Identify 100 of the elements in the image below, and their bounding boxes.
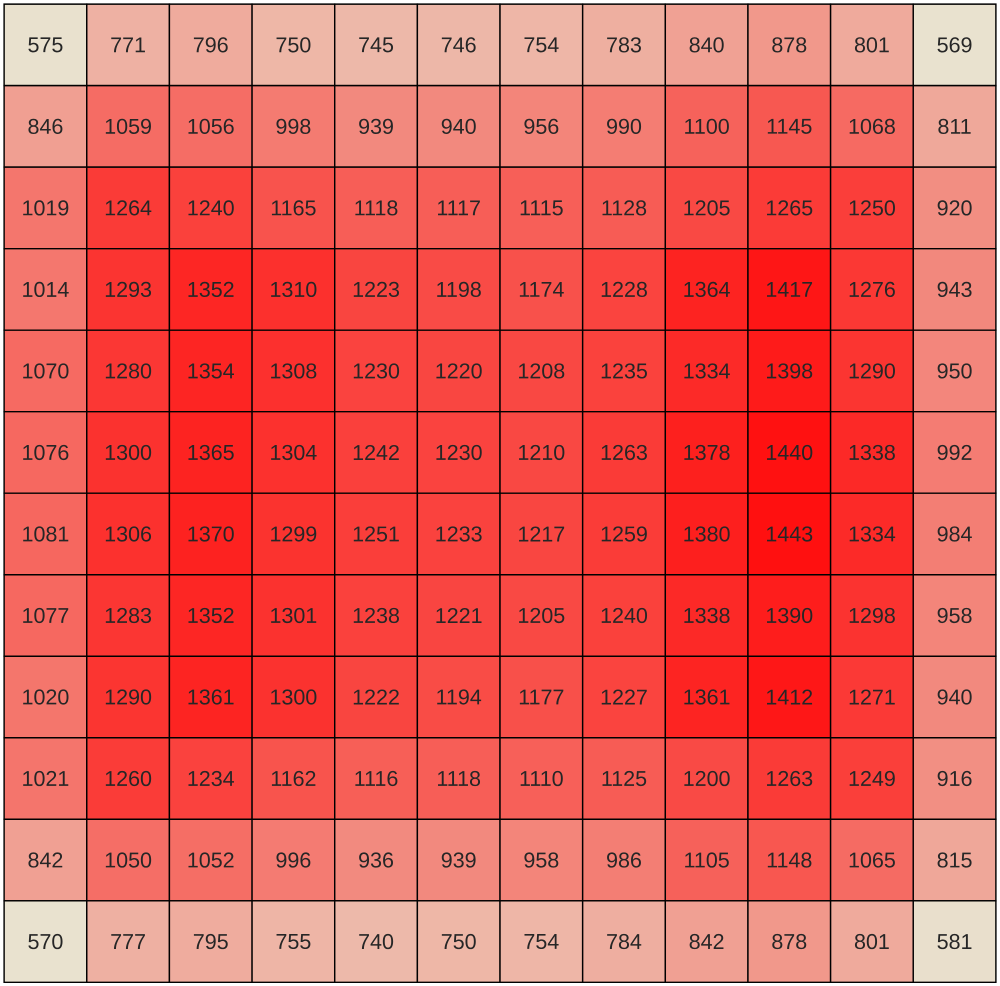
data-label: 1352 (188, 282, 234, 297)
data-label: 1300 (271, 689, 316, 704)
data-label: 1117 (438, 200, 480, 216)
data-label: 754 (524, 37, 559, 52)
data-label: 1298 (850, 608, 895, 623)
data-label: 1125 (602, 770, 646, 786)
data-label: 777 (111, 934, 145, 949)
data-label: 1249 (850, 770, 895, 786)
data-label: 939 (359, 118, 393, 134)
data-label: 1301 (271, 608, 316, 623)
data-label: 1334 (850, 526, 896, 542)
data-label: 956 (524, 118, 558, 134)
data-label: 1365 (188, 444, 234, 460)
data-label: 1217 (519, 526, 564, 542)
data-label: 1398 (767, 363, 812, 378)
data-label: 998 (276, 118, 310, 134)
data-label: 1228 (602, 282, 647, 297)
data-label: 1250 (850, 200, 895, 216)
data-label: 940 (938, 689, 972, 704)
data-label: 1280 (106, 363, 152, 378)
data-label: 1050 (106, 852, 152, 868)
data-label: 581 (938, 934, 972, 949)
data-label: 811 (938, 118, 971, 134)
data-label: 1352 (188, 608, 234, 623)
data-label: 1443 (767, 526, 812, 542)
data-label: 1210 (519, 444, 564, 460)
data-label: 1065 (850, 852, 895, 868)
data-label: 958 (938, 608, 972, 623)
data-label: 1412 (767, 689, 812, 704)
data-label: 1263 (602, 444, 647, 460)
data-label: 1076 (23, 444, 68, 460)
data-label: 1110 (520, 770, 563, 786)
data-label: 1265 (767, 200, 812, 216)
data-label: 940 (442, 118, 476, 134)
data-label: 1264 (106, 200, 152, 216)
data-label: 1100 (685, 118, 729, 134)
data-label: 569 (938, 37, 972, 52)
data-label: 1378 (684, 444, 730, 460)
data-label: 796 (194, 37, 228, 52)
data-label: 1364 (684, 282, 730, 297)
data-label: 1019 (23, 200, 68, 216)
data-label: 1165 (272, 200, 316, 216)
data-label: 1162 (272, 770, 316, 786)
data-label: 1290 (106, 689, 152, 704)
data-label: 1068 (850, 118, 895, 134)
data-label: 1105 (685, 852, 729, 868)
data-label: 750 (276, 37, 310, 52)
data-label: 1251 (354, 526, 399, 542)
data-label: 916 (938, 770, 972, 786)
data-label: 1334 (684, 363, 730, 378)
data-label: 784 (607, 934, 642, 949)
data-label: 1227 (602, 689, 647, 704)
data-label: 1310 (271, 282, 316, 297)
data-label: 750 (442, 934, 476, 949)
data-label: 939 (442, 852, 476, 868)
data-label: 842 (28, 852, 62, 868)
data-label: 771 (111, 37, 145, 52)
data-label: 1338 (850, 444, 895, 460)
data-label: 1417 (767, 282, 812, 297)
data-label: 1145 (768, 118, 812, 134)
data-label: 1361 (188, 689, 234, 704)
data-label: 1283 (106, 608, 152, 623)
data-label: 755 (276, 934, 310, 949)
data-label: 1198 (437, 282, 481, 297)
data-label: 1118 (355, 200, 398, 216)
data-label: 1440 (767, 444, 812, 460)
data-label: 920 (938, 200, 972, 216)
data-label: 1220 (436, 363, 482, 378)
data-label: 1177 (520, 689, 564, 704)
data-label: 1174 (520, 282, 564, 297)
data-label: 746 (442, 37, 476, 52)
data-label: 840 (690, 37, 724, 52)
data-label: 1020 (23, 689, 68, 704)
data-label: 992 (938, 444, 972, 460)
data-label: 1242 (354, 444, 399, 460)
data-label: 1200 (684, 770, 730, 786)
data-label: 575 (28, 37, 62, 52)
data-label: 1194 (437, 689, 482, 704)
data-label: 990 (607, 118, 642, 134)
data-label: 878 (772, 934, 806, 949)
data-label: 1304 (271, 444, 317, 460)
data-label: 1014 (23, 282, 69, 297)
data-label: 1081 (23, 526, 68, 542)
data-label: 936 (359, 852, 394, 868)
data-label: 1118 (438, 770, 480, 786)
data-label: 795 (194, 934, 228, 949)
data-label: 846 (28, 118, 62, 134)
data-label: 783 (607, 37, 641, 52)
data-label: 943 (938, 282, 972, 297)
data-label: 1235 (602, 363, 647, 378)
data-label: 986 (607, 852, 641, 868)
data-label: 1300 (106, 444, 152, 460)
data-label: 1354 (188, 363, 234, 378)
data-label: 1052 (188, 852, 234, 868)
data-label: 1308 (271, 363, 316, 378)
data-label: 1234 (188, 770, 234, 786)
data-label: 1260 (106, 770, 152, 786)
data-label: 815 (938, 852, 972, 868)
data-label: 1271 (850, 689, 895, 704)
data-label: 1233 (436, 526, 482, 542)
